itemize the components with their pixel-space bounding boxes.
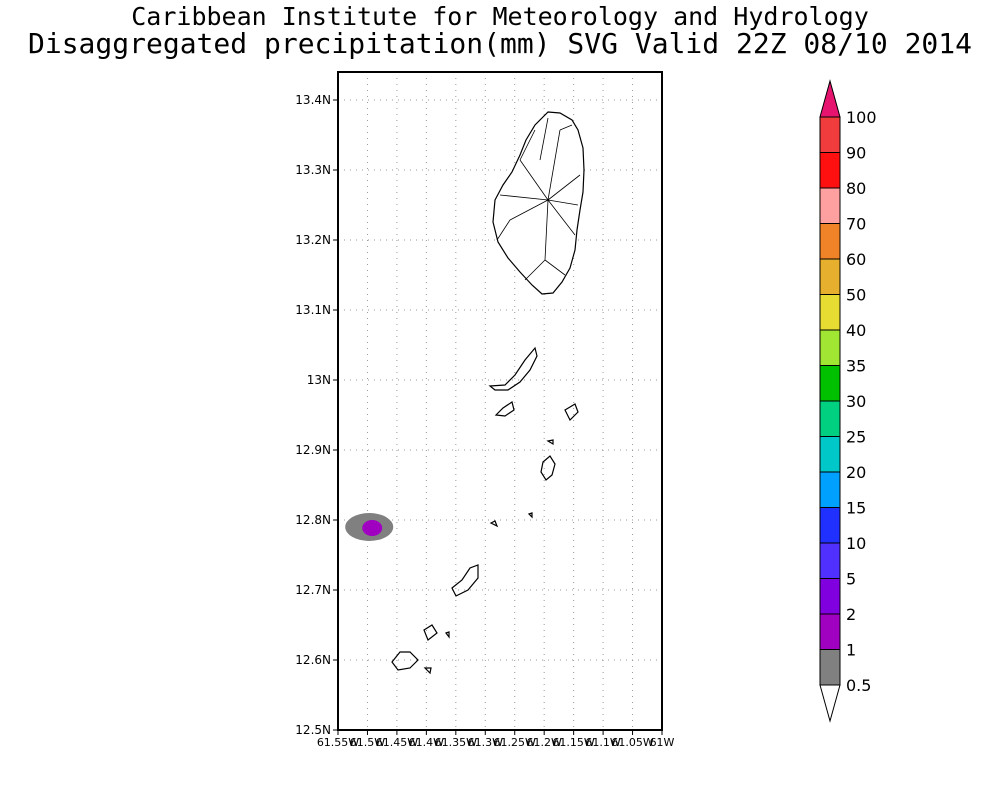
colorbar-segment — [819, 223, 841, 260]
island-petite-martinique — [391, 651, 419, 671]
colorbar-segment — [819, 542, 841, 579]
map-gridlines — [338, 72, 662, 730]
colorbar-segment — [819, 613, 841, 650]
colorbar-label: 20 — [846, 463, 866, 482]
colorbar-label: 100 — [846, 108, 877, 127]
island-carriacou — [423, 624, 438, 641]
chart-title-line1: Caribbean Institute for Meteorology and … — [131, 2, 869, 31]
island-small-6 — [423, 667, 432, 675]
island-small-2 — [546, 439, 554, 446]
colorbar-segment — [819, 436, 841, 473]
colorbar-label: 15 — [846, 499, 866, 518]
lon-tick-label: 61.2W — [526, 736, 561, 749]
precip-area-2mm — [362, 520, 383, 536]
lon-tick-label: 61.1W — [585, 736, 620, 749]
lat-tick-label: 13.4N — [295, 93, 331, 107]
colorbar-label: 80 — [846, 179, 866, 198]
colorbar-label: 0.5 — [846, 676, 871, 695]
colorbar-label: 35 — [846, 357, 866, 376]
colorbar-segment — [819, 507, 841, 544]
lon-tick-label: 61.25W — [494, 736, 536, 749]
colorbar-segment — [819, 400, 841, 437]
precipitation-feature — [345, 513, 394, 541]
lon-tick-label: 61.4W — [409, 736, 444, 749]
colorbar-label: 70 — [846, 215, 866, 234]
lat-tick-label: 12.8N — [295, 513, 331, 527]
colorbar-segment — [819, 187, 841, 224]
island-small-3 — [489, 520, 499, 528]
lon-tick-label: 61.3W — [468, 736, 503, 749]
colorbar-over-triangle — [819, 79, 841, 118]
chart-title-line2: Disaggregated precipitation(mm) SVG Vali… — [27, 27, 972, 60]
lat-tick-label: 12.6N — [295, 653, 331, 667]
lon-tick-label: 61.35W — [435, 736, 477, 749]
lon-tick-label: 61W — [650, 736, 675, 749]
island-bequia — [488, 346, 538, 391]
colorbar-under-triangle — [819, 684, 841, 723]
island-outlines — [391, 111, 585, 675]
colorbar-segment — [819, 649, 841, 686]
colorbar-label: 5 — [846, 570, 856, 589]
lat-tick-label: 13.2N — [295, 233, 331, 247]
lon-tick-label: 61.55W — [317, 736, 359, 749]
colorbar-segment — [819, 294, 841, 331]
map-frame — [337, 71, 663, 731]
colorbar-label: 25 — [846, 428, 866, 447]
island-saint-vincent — [492, 111, 585, 295]
colorbar-label: 30 — [846, 392, 866, 411]
colorbar-label: 90 — [846, 144, 866, 163]
colorbar-label: 50 — [846, 286, 866, 305]
colorbar-label: 1 — [846, 641, 856, 660]
lat-tick-label: 13.3N — [295, 163, 331, 177]
colorbar-label: 60 — [846, 250, 866, 269]
colorbar-label: 10 — [846, 534, 866, 553]
lat-tick-label: 12.5N — [295, 723, 331, 737]
lon-tick-label: 61.15W — [552, 736, 594, 749]
longitude-axis: 61.55W61.5W61.45W61.4W61.35W61.3W61.25W6… — [317, 730, 675, 749]
saint-vincent-drainage — [496, 117, 581, 281]
island-small-1 — [494, 401, 515, 417]
lat-tick-label: 13.1N — [295, 303, 331, 317]
colorbar-segment — [819, 329, 841, 366]
lon-tick-label: 61.05W — [611, 736, 653, 749]
colorbar-segment — [819, 471, 841, 508]
island-small-4 — [527, 512, 533, 519]
colorbar-segment — [819, 258, 841, 295]
lat-tick-label: 12.9N — [295, 443, 331, 457]
island-small-5 — [445, 631, 450, 639]
lat-tick-label: 13N — [307, 373, 331, 387]
colorbar-segment — [819, 116, 841, 153]
colorbar-segment — [819, 578, 841, 615]
island-union — [451, 564, 479, 597]
island-mustique — [564, 403, 579, 422]
latitude-axis: 13.4N 13.3N 13.2N 13.1N 13N 12.9N 12.8N 12.7N 12… — [295, 93, 338, 737]
colorbar-segment — [819, 152, 841, 189]
lat-tick-label: 12.7N — [295, 583, 331, 597]
island-canouan — [540, 455, 556, 481]
lon-tick-label: 61.45W — [376, 736, 418, 749]
colorbar-label: 2 — [846, 605, 856, 624]
lon-tick-label: 61.5W — [350, 736, 385, 749]
colorbar-label: 40 — [846, 321, 866, 340]
colorbar-segment — [819, 365, 841, 402]
